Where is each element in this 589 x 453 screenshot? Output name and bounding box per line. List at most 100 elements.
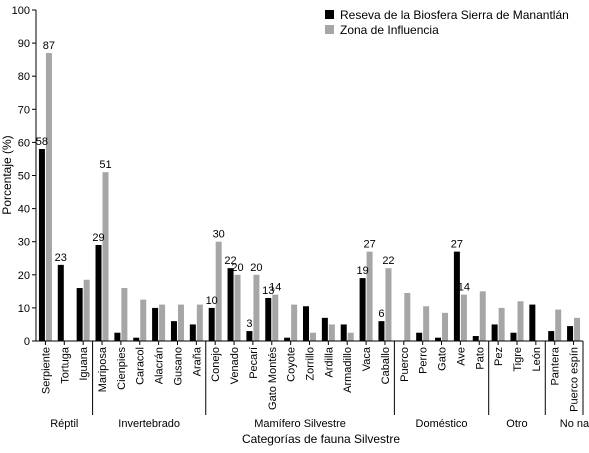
group-label: Otro bbox=[506, 418, 527, 430]
legend-label-zona: Zona de Influencia bbox=[340, 23, 439, 37]
legend: Reseva de la Biosfera Sierra de Manantlá… bbox=[325, 8, 569, 37]
x-tick-label: Puerco bbox=[399, 347, 411, 382]
data-label-reserva: 23 bbox=[55, 252, 67, 264]
bar-zona bbox=[121, 288, 128, 341]
x-tick-label: Pato bbox=[474, 347, 486, 370]
x-tick-label: Gusano bbox=[172, 347, 184, 386]
bar-zona bbox=[215, 241, 222, 341]
bar-zona bbox=[423, 306, 430, 341]
x-tick-label: Tigre bbox=[512, 347, 524, 372]
data-label-reserva: 10 bbox=[206, 295, 218, 307]
bar-zona bbox=[404, 293, 411, 341]
bar-zona bbox=[140, 299, 147, 341]
bar-reserva bbox=[472, 336, 479, 341]
bar-zona bbox=[291, 304, 298, 341]
bar-reserva bbox=[435, 337, 442, 341]
data-label-zona: 27 bbox=[363, 239, 375, 251]
bar-zona bbox=[177, 304, 184, 341]
x-tick-label: Gato Montés bbox=[267, 347, 279, 410]
bar-zona bbox=[479, 291, 486, 341]
bar-reserva bbox=[265, 297, 272, 341]
bar-reserva bbox=[510, 332, 517, 341]
legend-swatch-zona bbox=[325, 25, 334, 34]
data-label-reserva: 19 bbox=[356, 265, 368, 277]
data-label-zona: 87 bbox=[43, 40, 55, 52]
y-tick-label: 30 bbox=[18, 237, 30, 249]
bar-zona bbox=[253, 274, 260, 341]
y-axis-title: Porcentaje (%) bbox=[0, 135, 14, 214]
bar-reserva bbox=[567, 326, 574, 341]
legend-swatch-reserva bbox=[325, 10, 334, 19]
bar-reserva bbox=[321, 317, 328, 341]
bar-zona bbox=[555, 309, 562, 341]
x-tick-label: Vaca bbox=[361, 346, 373, 371]
bar-reserva bbox=[340, 324, 347, 341]
bar-zona bbox=[328, 324, 335, 341]
x-tick-label: Caracol bbox=[135, 347, 147, 385]
bar-zona bbox=[517, 301, 524, 341]
bar-zona bbox=[159, 304, 166, 341]
bar-zona bbox=[385, 268, 392, 341]
x-tick-label: León bbox=[531, 347, 543, 371]
y-tick-label: 60 bbox=[18, 137, 30, 149]
x-tick-label: Pecarí bbox=[248, 347, 260, 379]
data-label-reserva: 22 bbox=[224, 255, 236, 267]
bar-zona bbox=[102, 172, 109, 341]
data-label-zona: 14 bbox=[458, 282, 470, 294]
bar-zona bbox=[310, 332, 316, 341]
x-axis: Serpiente Tortuga Iguana Mariposa Cienpies Ca… bbox=[36, 340, 589, 430]
data-label-zona: 14 bbox=[269, 282, 281, 294]
bar-zona bbox=[272, 294, 279, 341]
data-label-reserva: 58 bbox=[36, 136, 48, 148]
x-tick-label: Conejo bbox=[210, 347, 222, 382]
data-label-reserva: 29 bbox=[92, 232, 104, 244]
data-label-reserva: 3 bbox=[246, 318, 252, 330]
data-label-zona: 30 bbox=[213, 229, 225, 241]
data-label-reserva: 27 bbox=[451, 239, 463, 251]
y-tick-label: 50 bbox=[18, 171, 30, 183]
x-tick-label: Pez bbox=[493, 347, 505, 366]
bar-reserva bbox=[152, 307, 159, 341]
x-tick-label: Puerco espín bbox=[569, 347, 581, 412]
data-label-zona: 20 bbox=[250, 262, 262, 274]
bar-reserva bbox=[453, 251, 460, 341]
bar-reserva bbox=[378, 321, 385, 341]
x-tick-label: Armadillo bbox=[342, 347, 354, 393]
group-label: Réptil bbox=[50, 418, 78, 430]
bar-reserva bbox=[416, 332, 423, 341]
x-tick-label: Mariposa bbox=[97, 346, 109, 392]
x-tick-label: Cienpies bbox=[116, 347, 128, 390]
bar-zona bbox=[196, 304, 203, 341]
y-tick-label: 0 bbox=[24, 336, 30, 348]
x-tick-label: Ave bbox=[455, 347, 467, 366]
group-label: Invertebrado bbox=[118, 418, 180, 430]
bar-reserva bbox=[529, 304, 536, 341]
group-label: No nativo bbox=[560, 418, 589, 430]
bar-reserva bbox=[133, 337, 140, 341]
bar-reserva bbox=[548, 331, 555, 341]
data-label-reserva: 13 bbox=[262, 285, 274, 297]
bar-reserva bbox=[95, 245, 102, 341]
data-label-zona: 51 bbox=[99, 159, 111, 171]
bar-reserva bbox=[303, 306, 309, 341]
x-tick-label: Ardilla bbox=[323, 346, 335, 377]
bar-reserva bbox=[38, 149, 45, 341]
y-tick-label: 10 bbox=[18, 303, 30, 315]
group-label: Doméstico bbox=[416, 418, 468, 430]
bar-reserva bbox=[170, 321, 177, 341]
x-axis-title: Categorías de fauna Silvestre bbox=[242, 432, 400, 446]
legend-label-reserva: Reseva de la Biosfera Sierra de Manantlá… bbox=[340, 8, 569, 22]
x-tick-label: Gato bbox=[437, 347, 449, 371]
y-tick-label: 80 bbox=[18, 71, 30, 83]
y-tick-label: 100 bbox=[12, 5, 30, 17]
bars bbox=[38, 53, 581, 341]
x-tick-label: Pantera bbox=[550, 346, 562, 385]
y-tick-label: 20 bbox=[18, 270, 30, 282]
data-label-zona: 20 bbox=[231, 262, 243, 274]
bar-reserva bbox=[284, 337, 291, 341]
bar-zona bbox=[347, 332, 354, 341]
bar-reserva bbox=[208, 307, 215, 341]
bar-reserva bbox=[359, 278, 366, 341]
bar-reserva bbox=[76, 288, 83, 341]
